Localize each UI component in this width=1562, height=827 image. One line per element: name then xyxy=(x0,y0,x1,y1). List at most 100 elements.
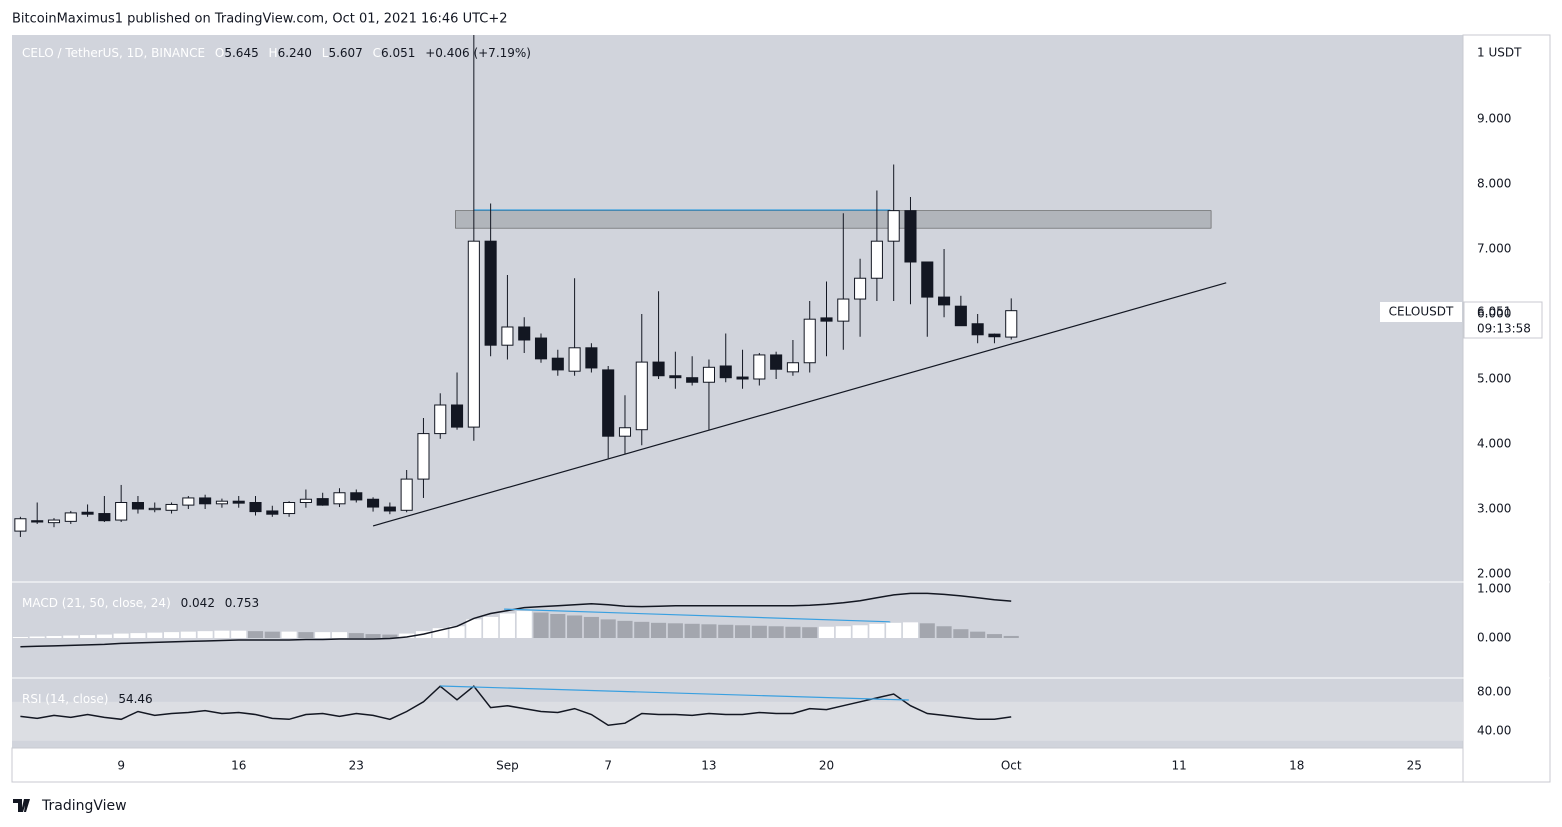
candle-body xyxy=(954,305,967,327)
histogram-bar xyxy=(802,627,818,639)
histogram-bar xyxy=(701,624,717,639)
price-tag xyxy=(1463,301,1543,339)
divergence-line xyxy=(440,685,909,701)
histogram-bar xyxy=(818,626,835,639)
candle-body xyxy=(148,507,161,511)
y-tick-label: 5.000 xyxy=(1477,371,1511,385)
histogram-bar xyxy=(214,630,230,639)
ohlc-key: L xyxy=(322,46,329,60)
histogram-bar xyxy=(567,615,583,639)
candle-body xyxy=(534,337,548,360)
histogram-bar xyxy=(147,632,163,639)
y-tick-label: 9.000 xyxy=(1477,111,1511,125)
rsi-pane xyxy=(12,685,1463,741)
x-tick-label: 13 xyxy=(701,759,716,773)
rsi-band xyxy=(12,701,1463,741)
histogram-bar xyxy=(768,626,784,639)
candle-body xyxy=(988,333,1001,338)
histogram-bar xyxy=(197,631,213,639)
histogram-bar xyxy=(365,634,381,639)
x-tick-label: 16 xyxy=(231,759,246,773)
histogram-bar xyxy=(315,632,331,639)
candle-body xyxy=(652,361,665,377)
histogram-bar xyxy=(331,632,348,639)
indicator-value: 0.753 xyxy=(225,596,259,610)
candle-body xyxy=(669,375,682,379)
y-tick-label: 7.000 xyxy=(1477,241,1511,255)
main-pane xyxy=(14,35,1227,537)
y-tick-label: 2.000 xyxy=(1477,567,1511,581)
histogram-bar xyxy=(63,635,79,639)
candle-body xyxy=(333,492,346,505)
histogram-bar xyxy=(231,630,247,639)
histogram-bar xyxy=(970,631,986,639)
divergence-line xyxy=(504,608,891,623)
x-tick-label: 11 xyxy=(1172,759,1187,773)
candle-body xyxy=(417,433,430,480)
price-tag-symbol: CELOUSDT xyxy=(1389,305,1454,319)
histogram-bar xyxy=(835,626,851,639)
histogram-bar xyxy=(96,634,112,639)
ohlc-key: C xyxy=(373,46,381,60)
price-tag-countdown: 09:13:58 xyxy=(1477,322,1531,336)
indicator-name: MACD (21, 50, close, 24) xyxy=(22,596,171,610)
histogram-bar xyxy=(516,611,532,639)
candle-body xyxy=(299,498,312,504)
histogram-bar xyxy=(1003,635,1019,639)
ohlc-value: 5.607 xyxy=(328,46,362,60)
axis-unit: 1 USDT xyxy=(1477,46,1522,60)
histogram-bar xyxy=(919,623,935,639)
candle-body xyxy=(316,498,329,506)
histogram-bar xyxy=(46,636,62,639)
resistance-zone xyxy=(455,210,1212,229)
candle-body xyxy=(350,492,363,501)
candle-body xyxy=(249,502,262,513)
macd-legend: MACD (21, 50, close, 24) 0.042 0.753 xyxy=(22,596,259,610)
candle-body xyxy=(686,377,699,383)
change: +0.406 (+7.19%) xyxy=(425,46,531,60)
price-tag-price: 6.051 xyxy=(1477,305,1511,319)
candle-body xyxy=(753,354,766,380)
y-tick-label: 0.000 xyxy=(1477,631,1511,645)
histogram-bar xyxy=(533,612,549,639)
candle-body xyxy=(367,498,380,508)
histogram-bar xyxy=(667,623,683,639)
histogram-bar xyxy=(936,626,952,639)
histogram-bar xyxy=(12,637,28,639)
candle-body xyxy=(484,240,497,346)
candle-body xyxy=(501,326,514,346)
candle-body xyxy=(518,326,531,341)
y-tick-label: 1.000 xyxy=(1477,582,1511,596)
x-tick-label: 20 xyxy=(819,759,834,773)
candle-body xyxy=(820,317,833,322)
histogram-bar xyxy=(281,631,297,639)
candle-body xyxy=(232,500,245,504)
candle-body xyxy=(870,240,883,279)
y-tick-label: 4.000 xyxy=(1477,436,1511,450)
histogram-bar xyxy=(399,633,415,639)
histogram-bar xyxy=(734,625,751,639)
candle-body xyxy=(938,296,951,306)
candle-body xyxy=(131,502,144,510)
histogram-bar xyxy=(499,613,515,639)
x-tick-label: 25 xyxy=(1407,759,1422,773)
histogram-bar xyxy=(634,621,650,639)
histogram-bar xyxy=(483,616,499,639)
candle-body xyxy=(64,512,77,522)
ohlc-key: O xyxy=(215,46,224,60)
candle-body xyxy=(31,520,44,523)
symbol: CELO / TetherUS, 1D, BINANCE xyxy=(22,46,205,60)
indicator-name: RSI (14, close) xyxy=(22,692,108,706)
histogram-bar xyxy=(600,619,616,639)
histogram-bar xyxy=(617,620,633,639)
candle-body xyxy=(400,478,413,511)
rsi-legend: RSI (14, close) 54.46 xyxy=(22,692,153,706)
histogram-bar xyxy=(583,616,599,639)
candle-body xyxy=(736,376,749,380)
x-tick-label: 9 xyxy=(117,759,125,773)
histogram-bar xyxy=(651,622,667,639)
candle-body xyxy=(434,404,447,435)
histogram-bar xyxy=(953,629,969,639)
candle-body xyxy=(887,210,900,242)
histogram-bar xyxy=(986,634,1003,639)
